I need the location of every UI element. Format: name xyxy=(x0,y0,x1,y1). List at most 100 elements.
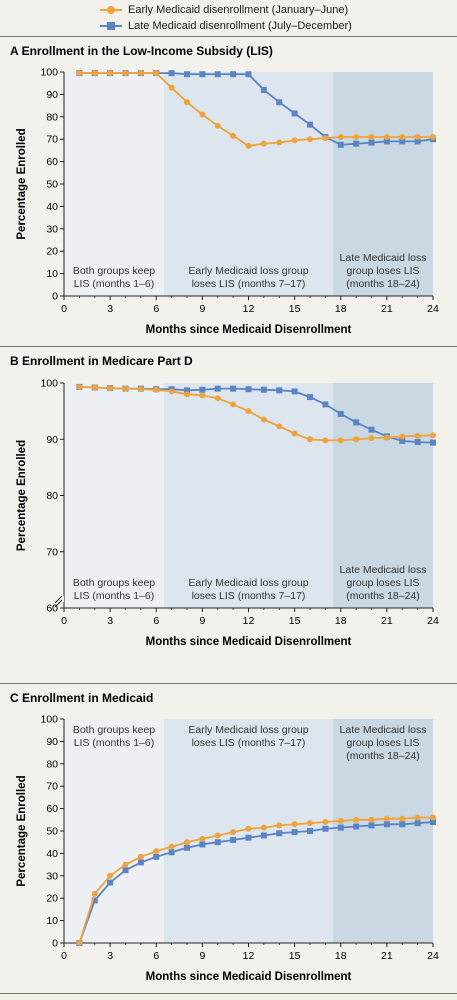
data-point-early xyxy=(399,433,406,440)
x-tick-label: 0 xyxy=(61,615,67,627)
data-point-early xyxy=(91,384,98,391)
data-point-early xyxy=(214,395,221,402)
y-tick-label: 20 xyxy=(46,246,58,258)
data-point-early xyxy=(260,824,267,831)
x-tick-label: 12 xyxy=(243,303,255,315)
data-point-early xyxy=(245,825,252,832)
y-axis-label: Percentage Enrolled xyxy=(16,775,28,886)
x-tick-label: 3 xyxy=(107,303,113,315)
data-point-late xyxy=(383,821,390,828)
region-label: (months 18–24) xyxy=(346,590,420,602)
data-point-early xyxy=(337,437,344,444)
region-label: (months 18–24) xyxy=(346,750,420,762)
y-tick-label: 30 xyxy=(46,223,58,235)
data-point-early xyxy=(430,814,436,821)
data-point-early xyxy=(337,817,344,824)
data-point-early xyxy=(230,401,237,408)
data-point-late xyxy=(214,839,221,846)
data-point-late xyxy=(353,140,360,147)
data-point-late xyxy=(399,138,406,145)
chart-panel-b: B Enrollment in Medicare Part D Both grou… xyxy=(10,354,439,648)
data-point-early xyxy=(91,890,98,897)
data-point-late xyxy=(230,71,237,78)
shaded-region-3 xyxy=(333,719,433,943)
data-point-early xyxy=(107,872,114,879)
region-label: Late Medicaid loss xyxy=(340,564,427,576)
data-point-early xyxy=(184,839,190,846)
data-point-early xyxy=(368,435,375,442)
y-tick-label: 50 xyxy=(46,179,58,191)
shaded-region-1 xyxy=(64,383,164,608)
shaded-region-2 xyxy=(163,72,334,296)
panel-title-text: Enrollment in the Low-Income Subsidy (LI… xyxy=(22,44,273,58)
panel-letter: A xyxy=(10,44,22,58)
region-label: Both groups keep xyxy=(73,577,155,589)
region-label: LIS (months 1–6) xyxy=(74,278,155,290)
legend-square-marker xyxy=(107,22,115,30)
x-tick-label: 12 xyxy=(243,950,255,962)
data-point-early xyxy=(122,70,129,77)
chart-panel-c: C Enrollment in Medicaid Both groups keep… xyxy=(10,691,439,983)
data-point-early xyxy=(184,391,190,398)
divider-bottom xyxy=(0,993,457,994)
x-tick-label: 12 xyxy=(243,615,255,627)
y-tick-label: 100 xyxy=(40,67,58,79)
axis-break-gap xyxy=(56,596,64,602)
data-point-early xyxy=(168,843,175,850)
data-point-late xyxy=(276,830,283,837)
data-point-late xyxy=(307,828,313,834)
data-point-early xyxy=(291,821,298,828)
y-tick-label: 80 xyxy=(46,111,58,123)
data-point-early xyxy=(353,436,360,443)
data-point-early xyxy=(245,142,252,149)
x-axis-label: Months since Medicaid Disenrollment xyxy=(146,636,352,648)
data-point-late xyxy=(368,139,375,146)
data-point-early xyxy=(322,819,329,826)
data-point-late xyxy=(368,822,375,829)
data-point-early xyxy=(322,135,329,142)
legend-item-early: Early Medicaid disenrollment (January–Ju… xyxy=(100,2,430,18)
region-label: Late Medicaid loss xyxy=(340,252,427,264)
legend-item-late: Late Medicaid disenrollment (July–Decemb… xyxy=(100,18,430,34)
data-point-early xyxy=(276,423,283,430)
data-point-late xyxy=(276,387,283,394)
data-point-early xyxy=(414,432,421,439)
data-point-early xyxy=(399,815,406,822)
data-point-early xyxy=(76,940,83,946)
y-tick-label: 70 xyxy=(46,781,58,793)
legend-circle-marker xyxy=(107,6,115,14)
x-tick-label: 9 xyxy=(199,950,205,962)
data-point-early xyxy=(260,140,267,147)
x-tick-label: 24 xyxy=(427,950,439,962)
data-point-late xyxy=(199,841,206,848)
data-point-late xyxy=(107,879,114,886)
panel-title-text: Enrollment in Medicare Part D xyxy=(22,354,193,368)
data-point-early xyxy=(414,133,421,140)
data-point-late xyxy=(91,897,98,904)
data-point-early xyxy=(199,835,206,842)
data-point-late xyxy=(399,821,406,828)
panel-title: C Enrollment in Medicaid xyxy=(10,691,153,705)
region-label: group loses LIS xyxy=(347,737,420,749)
data-point-late xyxy=(337,824,344,831)
panel-title: A Enrollment in the Low-Income Subsidy (… xyxy=(10,44,273,58)
x-tick-label: 18 xyxy=(335,950,347,962)
data-point-early xyxy=(137,386,144,393)
data-point-late xyxy=(383,138,390,145)
data-point-early xyxy=(153,386,160,393)
data-point-early xyxy=(353,816,360,823)
data-point-late xyxy=(414,439,421,446)
region-label: group loses LIS xyxy=(347,265,420,277)
data-point-early xyxy=(214,122,221,129)
shaded-region-1 xyxy=(64,72,164,296)
divider-top xyxy=(0,36,457,37)
region-label: (months 18–24) xyxy=(346,278,420,290)
data-point-early xyxy=(307,820,313,827)
data-point-late xyxy=(276,99,283,106)
data-point-early xyxy=(199,392,206,399)
data-point-early xyxy=(122,861,129,868)
data-point-early xyxy=(107,385,114,392)
data-point-late xyxy=(291,388,298,395)
data-point-late xyxy=(168,849,175,856)
x-tick-label: 6 xyxy=(153,950,159,962)
